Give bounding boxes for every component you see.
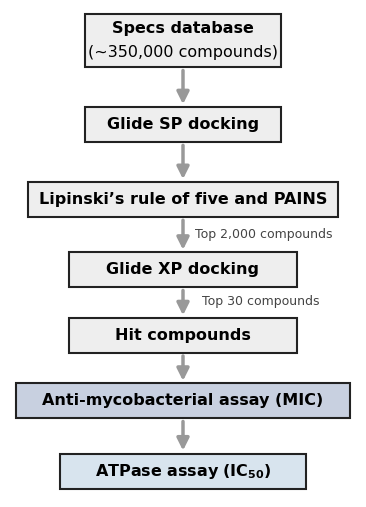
FancyBboxPatch shape — [29, 182, 337, 217]
Text: Anti-mycobacterial assay (MIC): Anti-mycobacterial assay (MIC) — [42, 393, 324, 409]
Text: $\mathbf{ATPase\ assay\ (IC_{50})}$: $\mathbf{ATPase\ assay\ (IC_{50})}$ — [95, 461, 271, 481]
Text: Glide SP docking: Glide SP docking — [107, 117, 259, 132]
FancyBboxPatch shape — [60, 454, 306, 489]
FancyBboxPatch shape — [16, 383, 350, 418]
FancyBboxPatch shape — [85, 14, 281, 67]
Text: Top 30 compounds: Top 30 compounds — [202, 295, 319, 308]
FancyBboxPatch shape — [69, 318, 297, 353]
Text: Hit compounds: Hit compounds — [115, 328, 251, 343]
Text: Top 2,000 compounds: Top 2,000 compounds — [195, 228, 333, 241]
Text: Specs database: Specs database — [112, 21, 254, 36]
Text: Lipinski’s rule of five and PAINS: Lipinski’s rule of five and PAINS — [39, 192, 327, 207]
FancyBboxPatch shape — [69, 252, 297, 287]
Text: (~350,000 compounds): (~350,000 compounds) — [88, 45, 278, 60]
Text: Glide XP docking: Glide XP docking — [107, 263, 259, 277]
FancyBboxPatch shape — [85, 107, 281, 142]
